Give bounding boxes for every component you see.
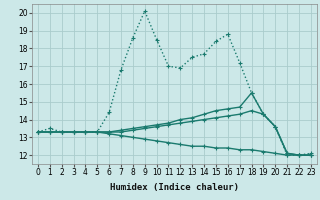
X-axis label: Humidex (Indice chaleur): Humidex (Indice chaleur) <box>110 183 239 192</box>
